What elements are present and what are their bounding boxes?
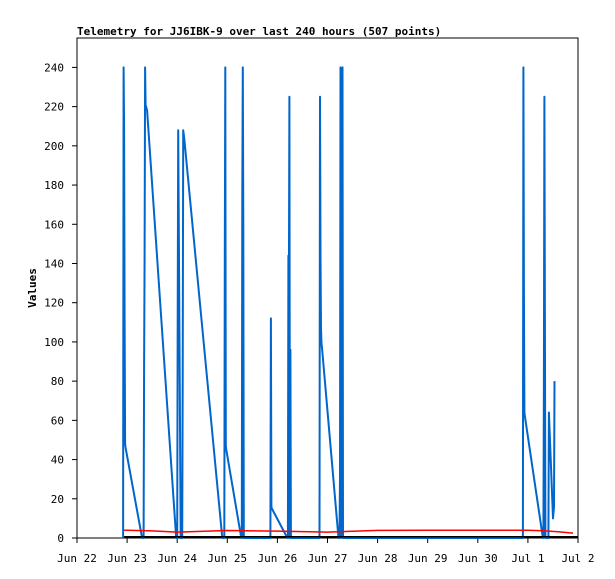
y-tick-label: 0 bbox=[57, 532, 64, 545]
x-tick-label: Jun 24 bbox=[157, 552, 197, 565]
y-tick-label: 220 bbox=[44, 101, 64, 114]
x-tick-label: Jun 29 bbox=[408, 552, 448, 565]
series-line-0 bbox=[122, 66, 556, 539]
x-axis-ticks: Jun 22 Jun 23 Jun 24 Jun 25 Jun 26 Jun 27 Jun … bbox=[57, 538, 595, 565]
y-tick-label: 120 bbox=[44, 297, 64, 310]
x-tick-label: Jul 1 bbox=[511, 552, 544, 565]
series-line-1 bbox=[124, 529, 574, 534]
plot-frame bbox=[76, 37, 579, 539]
y-tick-label: 180 bbox=[44, 179, 64, 192]
x-tick-label: Jun 28 bbox=[358, 552, 398, 565]
y-tick-label: 240 bbox=[44, 61, 64, 74]
y-axis-label: Values bbox=[26, 268, 39, 308]
y-tick-label: 80 bbox=[51, 375, 64, 388]
y-axis-ticks: 0 20 40 60 80 100 120 140 160 180 200 220 240 bbox=[44, 61, 77, 545]
x-tick-label: Jun 27 bbox=[308, 552, 348, 565]
x-tick-label: Jun 22 bbox=[57, 552, 97, 565]
y-tick-label: 160 bbox=[44, 218, 64, 231]
y-tick-label: 200 bbox=[44, 140, 64, 153]
chart-title: Telemetry for JJ6IBK-9 over last 240 hou… bbox=[77, 25, 441, 38]
series-layer bbox=[122, 66, 578, 539]
x-tick-label: Jun 25 bbox=[207, 552, 247, 565]
y-tick-label: 40 bbox=[51, 454, 64, 467]
x-tick-label: Jul 2 bbox=[561, 552, 594, 565]
y-tick-label: 140 bbox=[44, 257, 64, 270]
x-tick-label: Jun 23 bbox=[107, 552, 147, 565]
x-tick-label: Jun 26 bbox=[258, 552, 298, 565]
x-tick-label: Jun 30 bbox=[458, 552, 498, 565]
y-tick-label: 60 bbox=[51, 414, 64, 427]
y-tick-label: 100 bbox=[44, 336, 64, 349]
y-tick-label: 20 bbox=[51, 493, 64, 506]
